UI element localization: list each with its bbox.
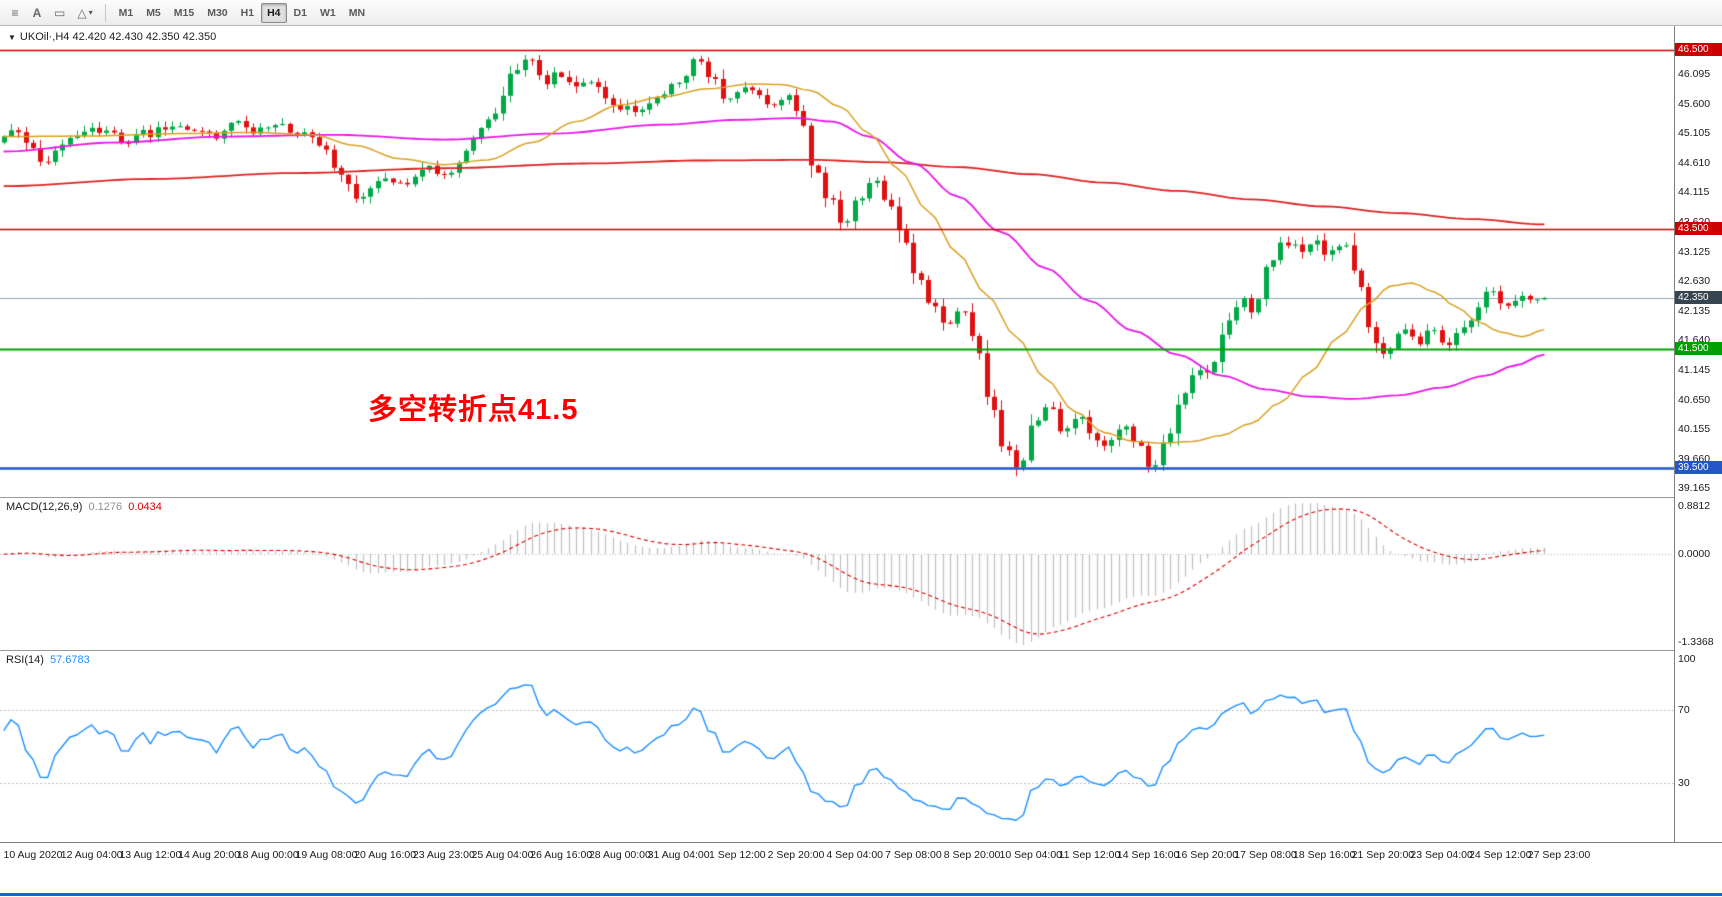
text-label-tool-button[interactable]: A bbox=[27, 3, 47, 23]
price-scale-label: 44.610 bbox=[1678, 156, 1711, 169]
rsi-panel-canvas[interactable] bbox=[0, 651, 1674, 842]
time-scale-label: 25 Aug 04:00 bbox=[471, 849, 534, 861]
time-scale-label: 1 Sep 12:00 bbox=[708, 849, 766, 861]
time-scale-label: 24 Sep 12:00 bbox=[1469, 849, 1532, 861]
timeframe-button-M5[interactable]: M5 bbox=[146, 6, 161, 19]
time-scale-label: 18 Sep 16:00 bbox=[1292, 849, 1356, 861]
text-frame-icon: ▭ bbox=[54, 5, 66, 20]
macd-signal-value: 0.0434 bbox=[128, 501, 162, 513]
chart-annotation-text[interactable]: 多空转折点41.5 bbox=[368, 394, 579, 426]
time-scale-label: 2 Sep 20:00 bbox=[767, 849, 825, 861]
timeframe-button-H1[interactable]: H1 bbox=[240, 6, 255, 19]
time-scale-label: 26 Aug 16:00 bbox=[530, 849, 593, 861]
bid-price-badge: 42.350 bbox=[1675, 290, 1722, 304]
price-scale-label: 45.105 bbox=[1678, 127, 1711, 140]
time-scale-label: 21 Sep 20:00 bbox=[1351, 849, 1415, 861]
price-line-badge: 46.500 bbox=[1675, 42, 1722, 56]
price-line-badge: 43.500 bbox=[1675, 222, 1722, 236]
price-scale-label: 42.630 bbox=[1678, 275, 1711, 288]
time-scale-label: 19 Aug 08:00 bbox=[295, 849, 358, 861]
shapes-icon: △ bbox=[77, 5, 87, 20]
time-scale-label: 20 Aug 16:00 bbox=[354, 849, 417, 861]
time-scale-label: 10 Sep 04:00 bbox=[999, 849, 1063, 861]
timeframe-button-D1[interactable]: D1 bbox=[293, 6, 307, 19]
price-line-badge: 41.500 bbox=[1675, 341, 1722, 355]
price-scale-label: 39.165 bbox=[1678, 482, 1711, 495]
time-scale-label: 31 Aug 04:00 bbox=[647, 849, 710, 861]
price-chart-canvas[interactable] bbox=[0, 26, 1674, 497]
window-bottom-border bbox=[0, 893, 1722, 896]
time-scale-label: 4 Sep 04:00 bbox=[826, 849, 884, 861]
price-scale-label: 40.155 bbox=[1678, 423, 1711, 436]
rsi-label: RSI(14) 57.6783 bbox=[6, 654, 93, 666]
time-scale-label: 7 Sep 08:00 bbox=[885, 849, 942, 861]
symbol-collapse-icon[interactable]: ▼ bbox=[8, 32, 16, 42]
time-scale-label: 23 Sep 04:00 bbox=[1410, 849, 1473, 861]
timeframe-button-M30[interactable]: M30 bbox=[207, 6, 228, 19]
macd-scale-max: 0.8812 bbox=[1678, 500, 1711, 512]
time-scale-label: 17 Sep 08:00 bbox=[1234, 849, 1297, 861]
price-scale-label: 40.650 bbox=[1678, 393, 1711, 406]
chart-menu-icon[interactable]: ≡ bbox=[5, 3, 25, 23]
timeframe-button-MN[interactable]: MN bbox=[348, 6, 366, 19]
timeframe-button-H4[interactable]: H4 bbox=[261, 2, 287, 23]
price-scale-label: 45.600 bbox=[1678, 97, 1711, 110]
toolbar: ≡ A ▭ △ ▾ M1 M5 M15 M30 H1 H4 D1 W1 MN bbox=[0, 0, 1722, 26]
time-scale-label: 14 Aug 20:00 bbox=[178, 849, 241, 861]
time-axis[interactable]: 10 Aug 2020 12 Aug 04:00 13 Aug 12:00 14 Au… bbox=[0, 842, 1722, 897]
time-scale-label: 14 Sep 16:00 bbox=[1116, 849, 1180, 861]
rsi-level-30-label: 30 bbox=[1678, 776, 1690, 789]
macd-scale-min: -1.3368 bbox=[1678, 636, 1714, 648]
time-scale-label: 8 Sep 20:00 bbox=[943, 849, 1001, 861]
timeframe-button-W1[interactable]: W1 bbox=[319, 6, 336, 19]
price-line-badge: 39.500 bbox=[1675, 461, 1722, 475]
macd-label: MACD(12,26,9) 0.1276 0.0434 bbox=[6, 501, 165, 513]
rsi-scale-max: 100 bbox=[1678, 653, 1696, 665]
macd-value: 0.1276 bbox=[88, 501, 123, 513]
rsi-level-70-label: 70 bbox=[1678, 704, 1690, 717]
timeframe-buttons: M1 M5 M15 M30 H1 H4 D1 W1 MN bbox=[113, 2, 371, 23]
timeframe-button-M15[interactable]: M15 bbox=[173, 6, 195, 19]
time-scale-label: 28 Aug 00:00 bbox=[588, 849, 651, 861]
price-scale-label: 43.125 bbox=[1678, 245, 1711, 258]
text-frame-tool-button[interactable]: ▭ bbox=[49, 3, 70, 23]
price-scale-label: 44.115 bbox=[1678, 186, 1710, 199]
price-scale-label: 41.145 bbox=[1678, 363, 1711, 376]
time-scale-label: 16 Sep 20:00 bbox=[1175, 849, 1239, 861]
time-scale-label: 10 Aug 2020 bbox=[3, 849, 63, 861]
macd-scale-zero: 0.0000 bbox=[1678, 548, 1711, 561]
time-scale-label: 18 Aug 00:00 bbox=[236, 849, 299, 861]
text-label-icon: A bbox=[32, 5, 42, 20]
time-scale-label: 13 Aug 12:00 bbox=[119, 849, 182, 861]
rsi-value: 57.6783 bbox=[49, 654, 90, 666]
panel-separator-macd[interactable] bbox=[0, 497, 1722, 498]
toolbar-separator bbox=[104, 3, 106, 22]
chart-menu-glyph: ≡ bbox=[11, 5, 19, 20]
timeframe-button-M1[interactable]: M1 bbox=[118, 6, 134, 19]
price-scale-label: 46.095 bbox=[1678, 68, 1711, 81]
macd-title: MACD(12,26,9) bbox=[6, 501, 83, 513]
time-scale-label: 12 Aug 04:00 bbox=[60, 849, 123, 861]
price-axis[interactable]: 46.09545.60045.10544.61044.11543.62043.1… bbox=[1674, 26, 1722, 842]
time-scale-label: 11 Sep 12:00 bbox=[1058, 849, 1121, 861]
price-scale-label: 42.135 bbox=[1678, 304, 1711, 317]
dropdown-caret-icon: ▾ bbox=[88, 8, 93, 17]
symbol-info: ▼ UKOil·,H4 42.420 42.430 42.350 42.350 bbox=[8, 31, 216, 43]
time-scale-label: 23 Aug 23:00 bbox=[412, 849, 475, 861]
time-scale-label: 27 Sep 23:00 bbox=[1527, 849, 1591, 861]
panel-separator-rsi[interactable] bbox=[0, 650, 1722, 651]
symbol-ohlc-text: UKOil·,H4 42.420 42.430 42.350 42.350 bbox=[19, 31, 217, 43]
rsi-title: RSI(14) bbox=[6, 654, 44, 666]
shapes-tool-dropdown[interactable]: △ ▾ bbox=[72, 3, 97, 23]
macd-panel-canvas[interactable] bbox=[0, 498, 1674, 650]
